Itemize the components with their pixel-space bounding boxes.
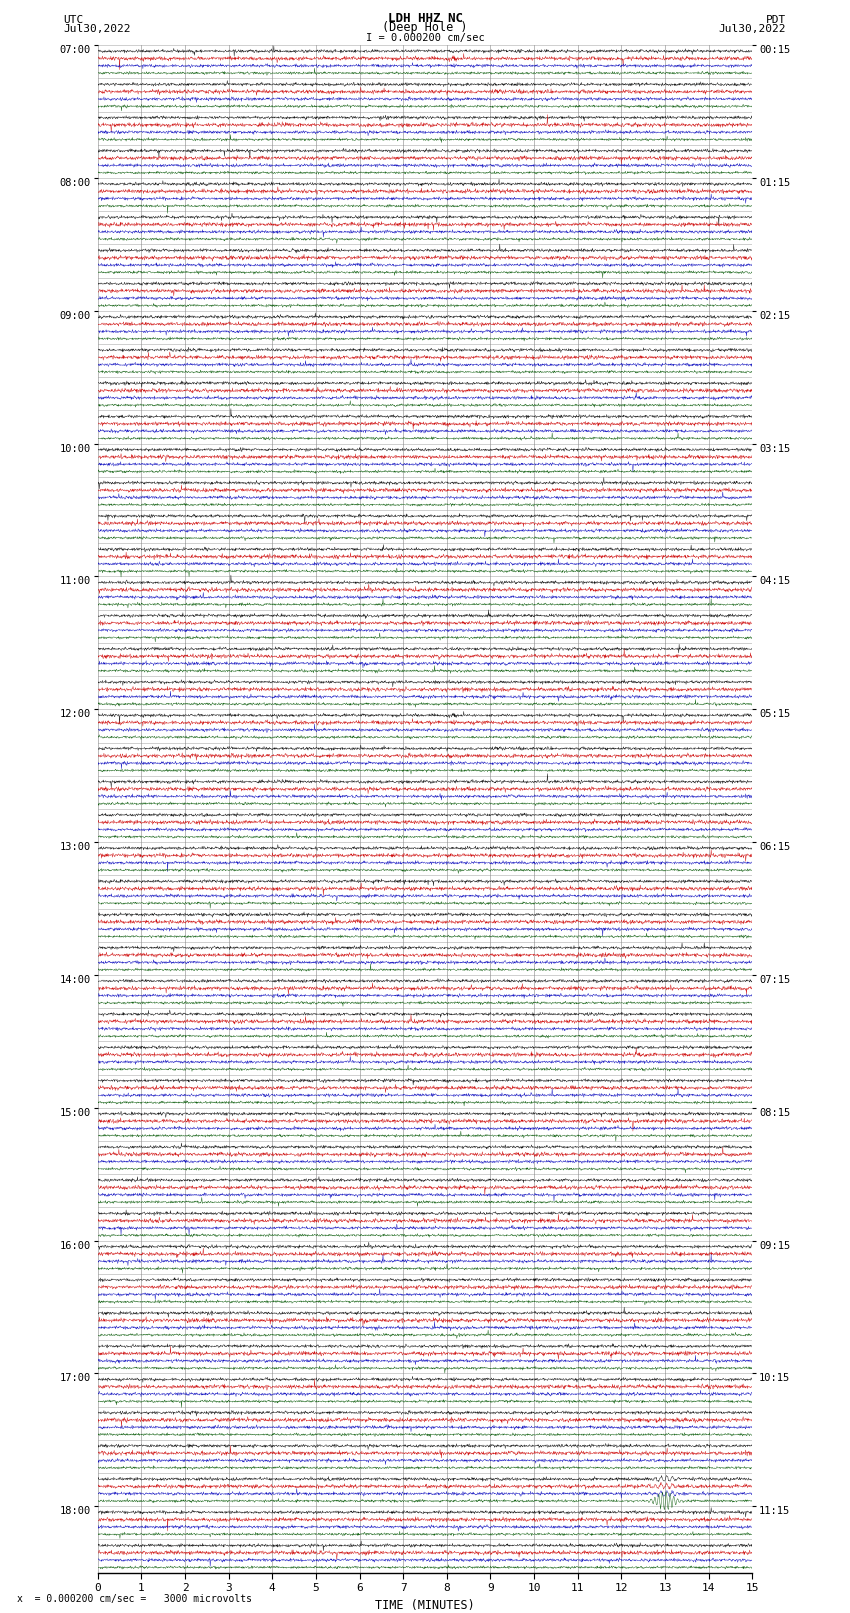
Text: UTC: UTC bbox=[64, 15, 84, 24]
Text: PDT: PDT bbox=[766, 15, 786, 24]
Text: Jul30,2022: Jul30,2022 bbox=[719, 24, 786, 34]
Text: Jul30,2022: Jul30,2022 bbox=[64, 24, 131, 34]
Text: LDH HHZ NC: LDH HHZ NC bbox=[388, 11, 462, 24]
Text: x  = 0.000200 cm/sec =   3000 microvolts: x = 0.000200 cm/sec = 3000 microvolts bbox=[17, 1594, 252, 1603]
X-axis label: TIME (MINUTES): TIME (MINUTES) bbox=[375, 1598, 475, 1611]
Text: I = 0.000200 cm/sec: I = 0.000200 cm/sec bbox=[366, 32, 484, 44]
Text: (Deep Hole ): (Deep Hole ) bbox=[382, 21, 468, 34]
